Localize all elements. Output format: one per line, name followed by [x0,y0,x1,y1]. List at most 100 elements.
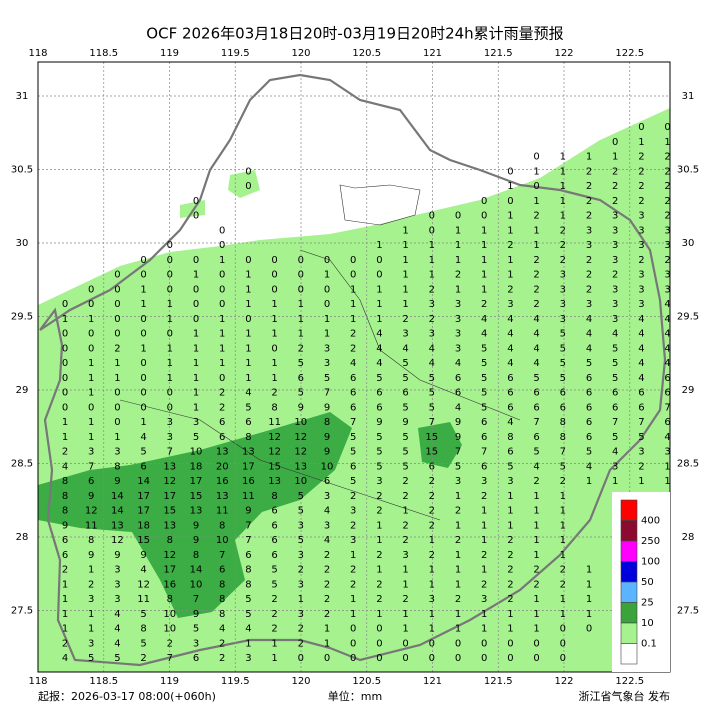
rain-value: 2 [533,270,539,281]
rain-value: 4 [114,624,120,635]
rain-value: 20 [216,461,229,472]
rain-value: 15 [268,461,281,472]
rain-value: 1 [245,343,251,354]
rain-value: 1 [245,329,251,340]
rain-value: 5 [140,609,146,620]
rain-value: 3 [245,653,251,664]
rain-value: 1 [481,225,487,236]
rain-value: 1 [167,314,173,325]
rain-value: 2 [612,196,618,207]
rain-value: 6 [376,402,382,413]
rain-value: 2 [533,211,539,222]
rain-value: 0 [193,196,199,207]
rain-value: 8 [62,476,68,487]
lat-tick-label: 31 [682,91,695,102]
rain-value: 1 [245,373,251,384]
lat-tick-label: 28.5 [11,459,33,470]
rain-value: 5 [507,461,513,472]
rain-value: 1 [245,284,251,295]
rain-value: 1 [429,565,435,576]
rain-value: 12 [85,506,98,517]
rain-value: 9 [114,476,120,487]
rain-value: 6 [533,432,539,443]
rain-value: 1 [324,270,330,281]
rain-value: 13 [163,520,176,531]
lon-tick-label: 121 [423,676,442,687]
rain-value: 1 [507,270,513,281]
city-border [339,184,421,226]
rain-value: 4 [140,432,146,443]
rain-value: 1 [429,579,435,590]
rain-value: 1 [193,329,199,340]
rain-value: 1 [193,358,199,369]
rain-value: 0 [167,255,173,266]
rain-value: 3 [114,565,120,576]
rain-value: 1 [298,299,304,310]
rain-value: 2 [507,284,513,295]
publisher: 浙江省气象台 发布 [579,689,671,703]
rain-value: 6 [664,388,670,399]
rain-value: 0 [114,329,120,340]
lon-tick-label: 121.5 [484,48,513,59]
rain-value: 17 [137,491,150,502]
rain-value: 0 [376,255,382,266]
rain-value: 2 [533,299,539,310]
rain-value: 2 [402,535,408,546]
rain-value: 6 [350,388,356,399]
rain-value: 9 [324,402,330,413]
rain-value: 2 [402,491,408,502]
rain-value: 3 [638,299,644,310]
rain-value: 8 [114,461,120,472]
rain-value: 10 [294,476,307,487]
rain-value: 2 [586,270,592,281]
rain-value: 3 [586,225,592,236]
rain-value: 0 [429,211,435,222]
rain-value: 1 [140,284,146,295]
rain-value: 6 [664,373,670,384]
rain-value: 3 [481,476,487,487]
value-grid: 0 00 1 10 1 1 1 2 20 0 1 1 2 2 2 20 1 0 1 2 2 2 20 0 0 1 1 2 2 2 20 0 0 0… [62,122,671,664]
rain-value: 0 [507,166,513,177]
rain-value: 7 [167,653,173,664]
rain-value: 7 [533,417,539,428]
legend-swatch [620,540,638,562]
lat-tick-label: 30.5 [11,165,33,176]
rain-value: 7 [350,417,356,428]
rain-value: 5 [298,358,304,369]
rain-value: 8 [219,579,225,590]
rain-value: 0 [193,299,199,310]
rain-value: 9 [298,402,304,413]
legend-level: 400 [641,516,660,527]
rain-value: 3 [167,432,173,443]
rain-value: 4 [533,461,539,472]
rain-value: 5 [245,594,251,605]
rain-value: 2 [507,240,513,251]
rain-value: 6 [586,402,592,413]
rain-value: 3 [612,314,618,325]
rain-value: 9 [324,447,330,458]
city-border [119,399,441,521]
legend-swatch [620,622,638,644]
rain-value: 3 [193,417,199,428]
rain-value: 12 [163,476,176,487]
rain-value: 1 [533,550,539,561]
rain-value: 2 [350,579,356,590]
rain-value: 1 [533,166,539,177]
rain-value: 10 [294,417,307,428]
rain-value: 1 [638,476,644,487]
rain-value: 12 [137,579,150,590]
rain-value: 14 [111,491,124,502]
rain-value: 1 [507,491,513,502]
rain-value: 2 [586,196,592,207]
rain-value: 1 [88,417,94,428]
rain-value: 0 [429,638,435,649]
rain-value: 4 [140,565,146,576]
rain-value: 9 [402,417,408,428]
rain-value: 0 [481,653,487,664]
rain-value: 0 [62,299,68,310]
rain-value: 1 [586,594,592,605]
rain-value: 8 [88,535,94,546]
rain-value: 0 [376,638,382,649]
rain-value: 7 [245,535,251,546]
rain-value: 1 [481,624,487,635]
